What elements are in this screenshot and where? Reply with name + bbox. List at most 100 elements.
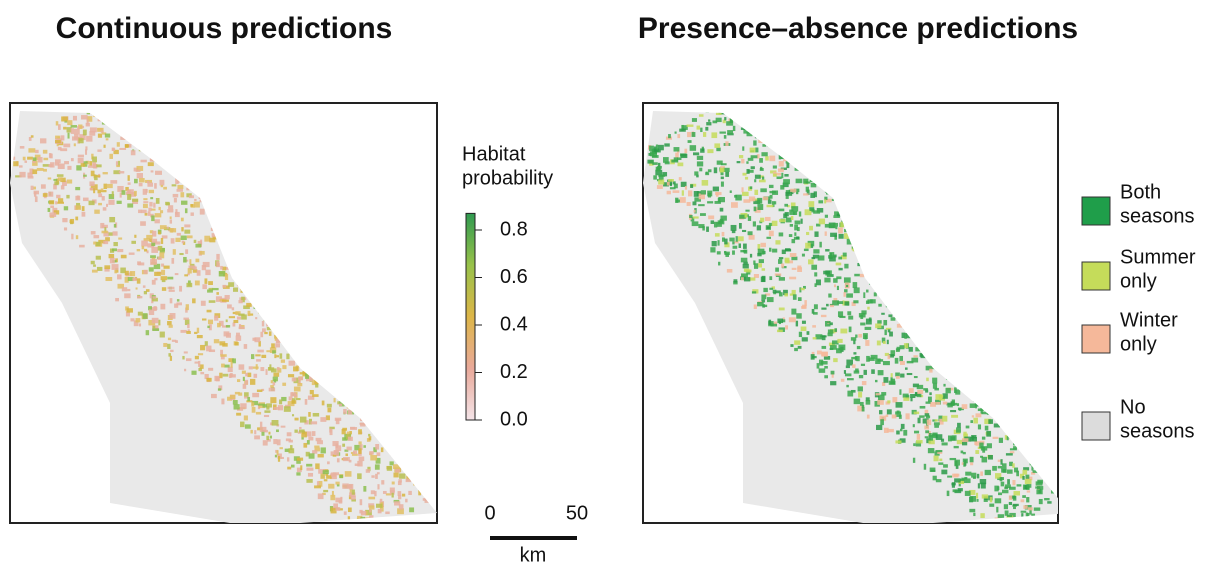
habitat-patch (169, 313, 176, 319)
habitat-patch (724, 251, 730, 256)
habitat-patch (913, 411, 920, 415)
habitat-patch (833, 215, 840, 218)
colorbar-title: Habitat (462, 143, 526, 165)
habitat-patch (693, 191, 699, 197)
habitat-patch (287, 401, 295, 407)
habitat-patch (186, 187, 190, 191)
habitat-patch (171, 339, 177, 342)
habitat-patch (756, 154, 760, 159)
habitat-patch (380, 523, 385, 528)
habitat-patch (768, 184, 774, 189)
habitat-patch (778, 277, 785, 281)
habitat-patch (290, 445, 293, 451)
habitat-patch (1007, 469, 1013, 474)
habitat-patch (847, 390, 854, 397)
habitat-patch (878, 394, 885, 401)
habitat-patch (90, 170, 95, 177)
habitat-patch (173, 197, 177, 203)
habitat-patch (890, 377, 893, 381)
habitat-patch (398, 479, 402, 483)
habitat-patch (261, 354, 267, 359)
habitat-patch (743, 261, 748, 265)
habitat-patch (824, 196, 828, 201)
habitat-patch (969, 508, 976, 513)
habitat-patch (222, 285, 230, 289)
habitat-patch (812, 337, 817, 340)
habitat-patch (730, 224, 737, 231)
habitat-patch (900, 373, 905, 378)
habitat-patch (352, 450, 357, 455)
habitat-patch (104, 227, 107, 232)
habitat-patch (892, 397, 898, 403)
habitat-patch (797, 297, 802, 301)
habitat-patch (942, 415, 948, 422)
habitat-patch (109, 153, 113, 159)
habitat-patch (146, 234, 153, 239)
habitat-patch (80, 162, 86, 167)
habitat-patch (867, 306, 870, 310)
habitat-patch (312, 394, 319, 397)
habitat-patch (673, 147, 680, 152)
habitat-patch (166, 226, 169, 229)
habitat-patch (806, 331, 810, 335)
habitat-patch (812, 254, 820, 259)
habitat-patch (846, 384, 849, 388)
habitat-patch (905, 395, 910, 399)
habitat-patch (204, 373, 209, 380)
habitat-patch (879, 410, 883, 415)
habitat-patch (368, 496, 376, 500)
habitat-patch (124, 293, 131, 299)
habitat-patch (223, 364, 230, 368)
habitat-patch (1038, 498, 1043, 505)
habitat-patch (711, 132, 718, 139)
habitat-patch (925, 415, 931, 419)
habitat-patch (826, 321, 831, 324)
habitat-patch (883, 319, 888, 326)
habitat-patch (108, 232, 113, 236)
habitat-patch (215, 296, 222, 302)
habitat-patch (847, 378, 854, 381)
habitat-patch (648, 152, 652, 156)
habitat-patch (925, 422, 929, 428)
habitat-patch (781, 319, 786, 323)
habitat-patch (781, 266, 787, 269)
habitat-patch (970, 436, 977, 442)
habitat-patch (865, 318, 872, 325)
habitat-patch (363, 445, 366, 448)
habitat-patch (136, 173, 143, 179)
habitat-patch (171, 257, 175, 264)
habitat-patch (199, 208, 205, 215)
habitat-patch (875, 379, 878, 383)
habitat-patch (348, 483, 354, 490)
habitat-patch (666, 190, 671, 195)
habitat-patch (721, 231, 725, 237)
habitat-patch (303, 442, 308, 448)
habitat-patch (42, 164, 50, 167)
habitat-patch (55, 201, 58, 205)
habitat-patch (391, 492, 394, 498)
habitat-patch (22, 156, 26, 161)
habitat-patch (807, 240, 815, 247)
habitat-patch (175, 237, 181, 242)
habitat-patch (275, 343, 281, 348)
habitat-patch (827, 332, 833, 337)
legend-swatch (1081, 411, 1111, 441)
habitat-patch (19, 171, 26, 178)
habitat-patch (1012, 496, 1017, 501)
habitat-patch (266, 350, 272, 353)
habitat-patch (969, 403, 976, 408)
habitat-patch (318, 480, 323, 487)
habitat-patch (395, 468, 401, 473)
habitat-patch (261, 321, 265, 327)
habitat-patch (656, 185, 663, 189)
habitat-patch (98, 95, 105, 98)
habitat-patch (306, 440, 310, 445)
habitat-patch (959, 478, 965, 481)
habitat-patch (268, 367, 275, 371)
habitat-patch (214, 375, 220, 382)
habitat-patch (161, 235, 168, 239)
habitat-patch (992, 465, 997, 471)
habitat-patch (922, 418, 929, 424)
habitat-patch (943, 383, 946, 387)
habitat-patch (329, 426, 335, 430)
